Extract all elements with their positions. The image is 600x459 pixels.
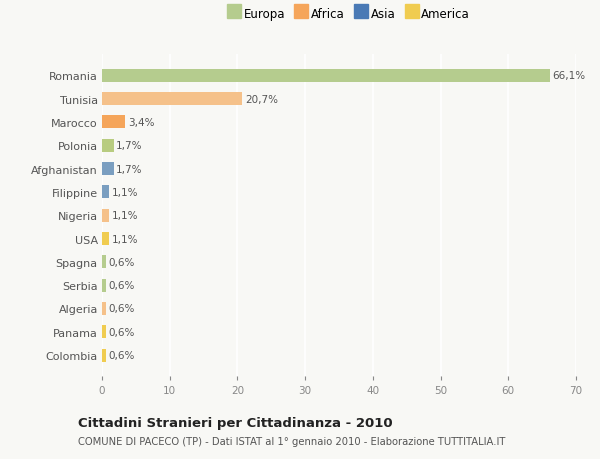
Legend: Europa, Africa, Asia, America: Europa, Africa, Asia, America bbox=[222, 3, 475, 26]
Bar bbox=[102, 349, 106, 362]
Bar bbox=[102, 140, 113, 152]
Text: 1,7%: 1,7% bbox=[116, 164, 143, 174]
Bar bbox=[102, 186, 109, 199]
Text: 3,4%: 3,4% bbox=[128, 118, 154, 128]
Bar bbox=[102, 163, 113, 176]
Bar bbox=[102, 93, 242, 106]
Bar bbox=[102, 256, 106, 269]
Bar bbox=[102, 302, 106, 315]
Text: COMUNE DI PACECO (TP) - Dati ISTAT al 1° gennaio 2010 - Elaborazione TUTTITALIA.: COMUNE DI PACECO (TP) - Dati ISTAT al 1°… bbox=[78, 437, 505, 446]
Bar bbox=[102, 279, 106, 292]
Text: 1,7%: 1,7% bbox=[116, 141, 143, 151]
Text: 1,1%: 1,1% bbox=[112, 211, 139, 221]
Text: 0,6%: 0,6% bbox=[109, 350, 135, 360]
Bar bbox=[102, 116, 125, 129]
Text: 66,1%: 66,1% bbox=[553, 71, 586, 81]
Bar bbox=[102, 209, 109, 222]
Bar bbox=[102, 326, 106, 338]
Text: Cittadini Stranieri per Cittadinanza - 2010: Cittadini Stranieri per Cittadinanza - 2… bbox=[78, 416, 392, 429]
Text: 0,6%: 0,6% bbox=[109, 327, 135, 337]
Text: 0,6%: 0,6% bbox=[109, 304, 135, 314]
Bar bbox=[102, 233, 109, 246]
Text: 0,6%: 0,6% bbox=[109, 280, 135, 291]
Bar bbox=[102, 70, 550, 83]
Text: 1,1%: 1,1% bbox=[112, 234, 139, 244]
Text: 0,6%: 0,6% bbox=[109, 257, 135, 267]
Text: 1,1%: 1,1% bbox=[112, 187, 139, 197]
Text: 20,7%: 20,7% bbox=[245, 95, 278, 104]
